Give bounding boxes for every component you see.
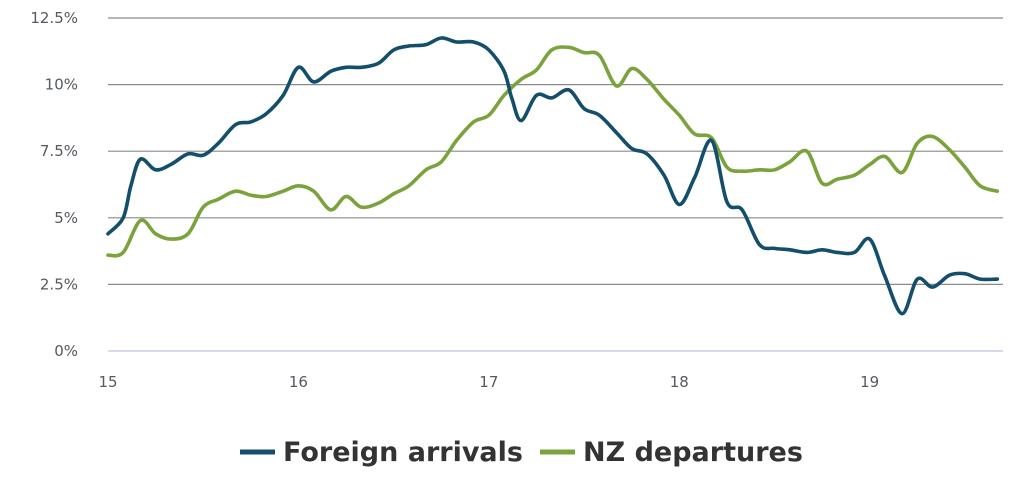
y-tick-label: 12.5%: [30, 9, 78, 27]
x-tick-label: 15: [98, 373, 117, 391]
y-tick-label: 5%: [54, 209, 78, 227]
y-tick-label: 2.5%: [40, 275, 78, 293]
series-line-nz-departures: [106, 45, 1000, 258]
y-tick-label: 10%: [45, 76, 78, 94]
series-line-foreign-arrivals: [106, 36, 1000, 316]
y-tick-label: 7.5%: [40, 142, 78, 160]
legend: Foreign arrivals NZ departures: [240, 437, 803, 468]
y-axis-tick-labels: 0% 2.5% 5% 7.5% 10% 12.5%: [30, 9, 78, 360]
legend-label-1: NZ departures: [583, 437, 803, 468]
x-tick-label: 18: [670, 373, 689, 391]
series-lines: [106, 36, 1000, 316]
legend-label-0: Foreign arrivals: [283, 437, 523, 468]
gridlines: [108, 17, 1003, 352]
y-tick-label: 0%: [54, 342, 78, 360]
x-tick-label: 19: [860, 373, 879, 391]
x-axis-tick-labels: 15 16 17 18 19: [98, 373, 879, 391]
x-tick-label: 17: [479, 373, 498, 391]
x-tick-label: 16: [289, 373, 308, 391]
